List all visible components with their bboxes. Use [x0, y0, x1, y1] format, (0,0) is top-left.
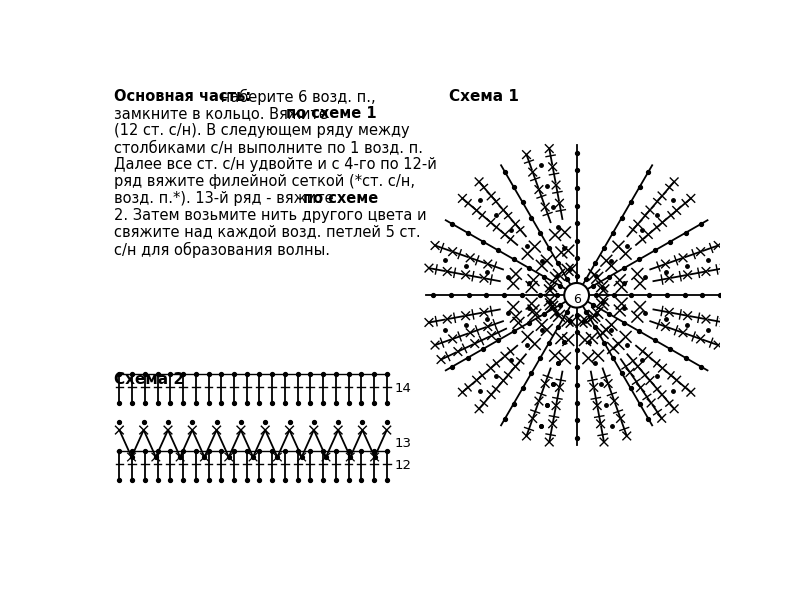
Text: Схема 1: Схема 1 — [449, 89, 518, 104]
Text: с/н для образования волны.: с/н для образования волны. — [114, 241, 330, 257]
Text: 6: 6 — [573, 293, 581, 305]
Text: по схеме 1: по схеме 1 — [286, 106, 377, 121]
Text: возд. п.*). 13-й ряд - вяжите: возд. п.*). 13-й ряд - вяжите — [114, 191, 338, 206]
Text: (12 ст. с/н). В следующем ряду между: (12 ст. с/н). В следующем ряду между — [114, 123, 410, 138]
Text: свяжите над каждой возд. петлей 5 ст.: свяжите над каждой возд. петлей 5 ст. — [114, 224, 421, 239]
Text: 2. Затем возьмите нить другого цвета и: 2. Затем возьмите нить другого цвета и — [114, 208, 426, 223]
Text: замкните в кольцо. Вяжите: замкните в кольцо. Вяжите — [114, 106, 333, 121]
Text: Схема 2: Схема 2 — [114, 372, 184, 388]
Text: 14: 14 — [394, 382, 411, 395]
Text: наберите 6 возд. п.,: наберите 6 возд. п., — [216, 89, 376, 105]
Text: Основная часть:: Основная часть: — [114, 89, 251, 104]
Text: Далее все ст. с/н удвойте и с 4-го по 12-й: Далее все ст. с/н удвойте и с 4-го по 12… — [114, 157, 437, 172]
Text: столбиками с/н выполните по 1 возд. п.: столбиками с/н выполните по 1 возд. п. — [114, 140, 423, 155]
Text: 12: 12 — [394, 459, 411, 472]
Text: ряд вяжите филейной сеткой (*ст. с/н,: ряд вяжите филейной сеткой (*ст. с/н, — [114, 173, 415, 188]
Text: 13: 13 — [394, 437, 411, 450]
Text: по схеме: по схеме — [303, 191, 378, 206]
